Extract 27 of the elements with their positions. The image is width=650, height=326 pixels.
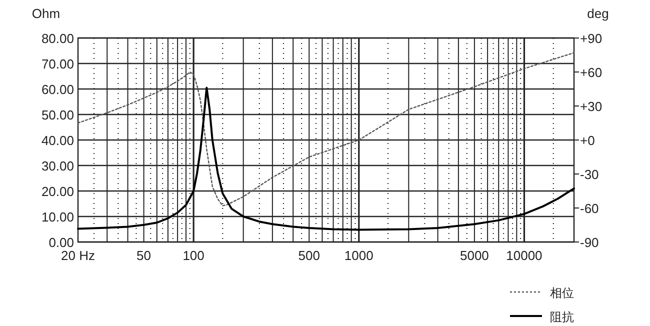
y-tick-label: 10.00: [41, 210, 74, 224]
y-tick-label: 30.00: [41, 158, 74, 174]
x-tick-label: 500: [298, 248, 320, 263]
x-tick-label: 100: [182, 248, 204, 263]
y2-tick-label: -30: [580, 167, 599, 182]
y-axis-title: Ohm: [32, 6, 60, 21]
x-tick-label: 1000: [344, 248, 374, 263]
x-tick-label: 10000: [506, 248, 542, 263]
x-tick-label: 50: [136, 248, 152, 263]
y2-tick-label: -90: [580, 235, 599, 250]
y2-tick-label: +0: [580, 133, 595, 148]
y-tick-label: 70.00: [41, 56, 74, 72]
y-tick-label: 40.00: [41, 133, 74, 148]
x-tick-label: 5000: [460, 248, 489, 263]
x-tick-label: 20 Hz: [61, 248, 95, 263]
y2-axis-title: deg: [587, 6, 609, 21]
y-tick-label: 0.00: [48, 235, 74, 250]
legend-label: 相位: [550, 286, 574, 300]
y-tick-label: 60.00: [41, 82, 74, 97]
legend-label: 阻抗: [550, 310, 574, 324]
y-tick-label: 50.00: [41, 108, 74, 122]
y2-tick-label: -60: [580, 201, 599, 216]
y-tick-label: 20.00: [41, 184, 74, 199]
y2-tick-label: +30: [580, 99, 602, 114]
y-tick-label: 80.00: [41, 31, 74, 46]
y2-tick-label: +90: [580, 31, 602, 46]
y2-tick-label: +60: [580, 65, 602, 80]
